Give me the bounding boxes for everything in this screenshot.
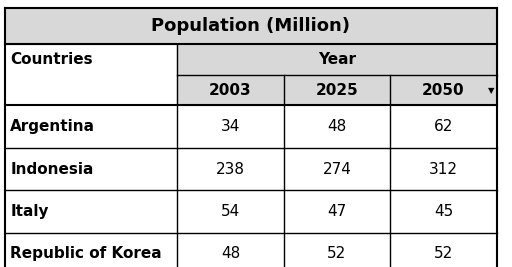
- Text: 2025: 2025: [315, 83, 358, 98]
- Text: 47: 47: [327, 204, 347, 219]
- Text: 238: 238: [216, 162, 245, 176]
- Text: 312: 312: [429, 162, 458, 176]
- Text: ▼: ▼: [487, 86, 494, 95]
- Text: Population (Million): Population (Million): [152, 17, 350, 35]
- Text: Countries: Countries: [10, 52, 93, 67]
- Text: Year: Year: [318, 52, 356, 67]
- Text: 52: 52: [434, 246, 453, 261]
- Text: Republic of Korea: Republic of Korea: [10, 246, 162, 261]
- Text: 45: 45: [434, 204, 453, 219]
- Text: 2003: 2003: [209, 83, 252, 98]
- Text: Italy: Italy: [10, 204, 49, 219]
- Text: Indonesia: Indonesia: [10, 162, 94, 176]
- Text: 274: 274: [323, 162, 351, 176]
- Text: 52: 52: [327, 246, 347, 261]
- Text: 34: 34: [221, 119, 240, 134]
- Text: 48: 48: [221, 246, 240, 261]
- Text: 2050: 2050: [422, 83, 465, 98]
- Text: Argentina: Argentina: [10, 119, 95, 134]
- Text: 62: 62: [434, 119, 453, 134]
- Text: 48: 48: [327, 119, 347, 134]
- Text: 54: 54: [221, 204, 240, 219]
